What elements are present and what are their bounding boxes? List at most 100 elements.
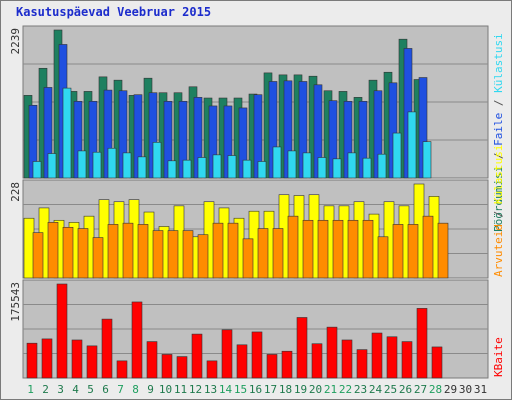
bottom-bar-kbaite-12 (191, 333, 203, 379)
bottom-bar-kbaite-15 (236, 344, 248, 379)
x-tick-label-28: 28 (429, 383, 442, 396)
bottom-bar-kbaite-6 (101, 318, 113, 379)
bottom-bar-kbaite-9 (146, 341, 158, 379)
middle-bar-arvuteid-9 (152, 230, 164, 279)
bottom-bar-kbaite-28 (431, 346, 443, 379)
x-tick-label-3: 3 (57, 383, 64, 396)
middle-bar-arvuteid-21 (332, 219, 344, 279)
top-bar-klastusi-19 (302, 152, 312, 179)
middle-bar-arvuteid-5 (92, 237, 104, 279)
legend-top-label-part-1: / (492, 146, 505, 166)
middle-y-max-label: 228 (9, 182, 22, 202)
middle-bar-arvuteid-10 (167, 230, 179, 279)
middle-bar-arvuteid-19 (302, 219, 314, 279)
top-bar-klastusi-23 (362, 157, 372, 179)
x-tick-label-4: 4 (72, 383, 79, 396)
top-bar-klastusi-22 (347, 152, 357, 179)
middle-bar-arvuteid-8 (137, 224, 149, 279)
legend-top-label-part-3: / (492, 93, 505, 113)
middle-bar-arvuteid-16 (257, 228, 269, 279)
top-bar-klastusi-12 (197, 157, 207, 179)
middle-bar-arvuteid-7 (122, 222, 134, 279)
x-tick-label-22: 22 (339, 383, 352, 396)
bottom-bar-kbaite-13 (206, 360, 218, 379)
legend-top-label-part-4: Külastusi (492, 33, 505, 93)
top-panel: 2239 (9, 25, 489, 179)
x-tick-label-8: 8 (132, 383, 139, 396)
bottom-bar-kbaite-25 (386, 336, 398, 379)
top-bar-klastusi-10 (167, 160, 177, 179)
bottom-bar-kbaite-20 (311, 343, 323, 379)
middle-bar-arvuteid-20 (317, 219, 329, 279)
bottom-bar-kbaite-19 (296, 317, 308, 379)
middle-bar-arvuteid-13 (212, 222, 224, 279)
x-tick-label-13: 13 (204, 383, 217, 396)
top-bar-klastusi-1 (32, 161, 42, 179)
x-tick-label-11: 11 (174, 383, 187, 396)
top-bar-klastusi-24 (377, 153, 387, 179)
middle-bar-arvuteid-1 (32, 232, 44, 279)
bottom-bar-kbaite-11 (176, 356, 188, 379)
middle-bar-arvuteid-6 (107, 224, 119, 279)
middle-bar-arvuteid-14 (227, 222, 239, 279)
top-bar-klastusi-25 (392, 132, 402, 179)
top-bar-klastusi-7 (122, 152, 132, 179)
top-bar-klastusi-27 (422, 141, 432, 179)
x-tick-label-7: 7 (117, 383, 124, 396)
x-tick-label-10: 10 (159, 383, 172, 396)
middle-bar-arvuteid-17 (272, 228, 284, 279)
bottom-bar-kbaite-7 (116, 360, 128, 379)
top-bar-klastusi-3 (62, 87, 72, 179)
middle-bar-arvuteid-18 (287, 215, 299, 279)
top-bar-klastusi-20 (317, 157, 327, 179)
middle-bar-arvuteid-15 (242, 238, 254, 279)
middle-bar-arvuteid-11 (182, 230, 194, 279)
middle-bar-arvuteid-12 (197, 234, 209, 279)
top-bar-klastusi-15 (242, 159, 252, 179)
bottom-bar-kbaite-21 (326, 326, 338, 379)
top-bar-klastusi-21 (332, 158, 342, 179)
top-bar-klastusi-16 (257, 161, 267, 179)
top-bar-klastusi-11 (182, 159, 192, 179)
x-tick-label-16: 16 (249, 383, 262, 396)
top-y-max-label: 2239 (9, 28, 22, 55)
bottom-bar-kbaite-24 (371, 332, 383, 379)
middle-bar-arvuteid-25 (392, 224, 404, 279)
legend-bottom-label-part-0: KBaite (492, 337, 505, 377)
x-tick-label-5: 5 (87, 383, 94, 396)
x-tick-label-12: 12 (189, 383, 202, 396)
legend-middle-label: Arvuteid / Külastusi (492, 145, 505, 277)
legend-middle-label-part-2: Külastusi (492, 145, 505, 205)
bottom-bar-kbaite-4 (71, 339, 83, 379)
x-tick-label-1: 1 (27, 383, 34, 396)
x-tick-label-17: 17 (264, 383, 277, 396)
bottom-bar-kbaite-3 (56, 283, 68, 379)
x-tick-label-24: 24 (369, 383, 383, 396)
legend-middle-label-part-0: Arvuteid (492, 224, 505, 277)
top-bar-klastusi-13 (212, 154, 222, 179)
bottom-bar-kbaite-17 (266, 354, 278, 379)
x-tick-label-14: 14 (219, 383, 233, 396)
middle-bar-arvuteid-3 (62, 226, 74, 279)
middle-bar-arvuteid-27 (422, 215, 434, 279)
legend-bottom-label: KBaite (492, 337, 505, 377)
top-bar-klastusi-2 (47, 153, 57, 179)
bottom-bar-kbaite-5 (86, 345, 98, 379)
chart-title: Kasutuspäevad Veebruar 2015 (16, 5, 212, 19)
legend-top-label-part-0: Pöördumisi (492, 166, 505, 232)
x-tick-label-6: 6 (102, 383, 109, 396)
bottom-bar-kbaite-8 (131, 301, 143, 379)
middle-panel: 228 (9, 179, 489, 279)
middle-bar-arvuteid-24 (377, 236, 389, 279)
top-bar-klastusi-14 (227, 155, 237, 179)
x-tick-label-9: 9 (147, 383, 154, 396)
x-tick-label-29: 29 (444, 383, 457, 396)
x-tick-label-30: 30 (459, 383, 472, 396)
bottom-bar-kbaite-16 (251, 331, 263, 379)
x-tick-label-2: 2 (42, 383, 49, 396)
x-tick-label-18: 18 (279, 383, 292, 396)
legend-top-label: Pöördumisi / Faile / Külastusi (492, 33, 505, 232)
legend-top-label-part-2: Faile (492, 113, 505, 146)
bottom-bar-kbaite-2 (41, 338, 53, 379)
